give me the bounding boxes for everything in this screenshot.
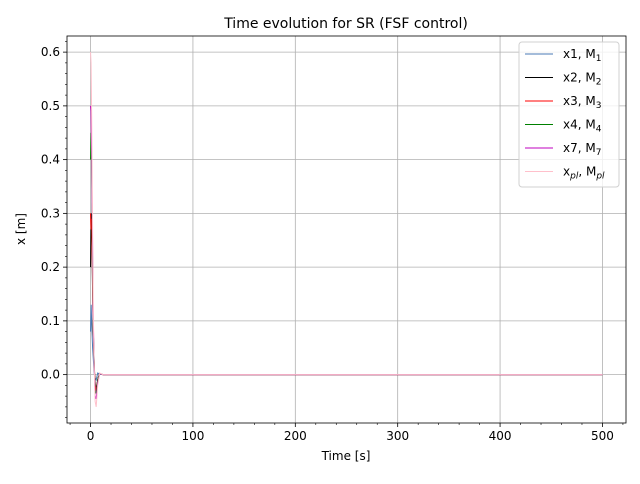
chart-title: Time evolution for SR (FSF control) — [223, 16, 468, 32]
x-tick-label: 300 — [386, 429, 409, 443]
y-tick-label: 0.2 — [41, 260, 60, 274]
x-tick-label: 100 — [181, 429, 204, 443]
plot-frame — [66, 35, 627, 424]
x-tick-label: 200 — [284, 429, 307, 443]
y-axis-label: x [m] — [14, 213, 28, 245]
x-tick-label: 500 — [591, 429, 614, 443]
legend-label-x3: x3, M3 — [563, 94, 601, 111]
x-axis-label: Time [s] — [321, 449, 371, 463]
y-tick-label: 0.4 — [41, 153, 60, 167]
x-tick-label: 0 — [87, 429, 95, 443]
y-tick-label: 0.0 — [41, 368, 60, 382]
series-line-xpl — [90, 52, 603, 407]
y-tick-label: 0.1 — [41, 314, 60, 328]
y-tick-label: 0.5 — [41, 99, 60, 113]
series-line-x3 — [90, 213, 603, 391]
y-tick-label: 0.6 — [41, 45, 60, 59]
x-axis-ticks: 0 100 200 300 400 500 — [69, 423, 624, 443]
legend-label-x7: x7, M7 — [563, 141, 601, 158]
legend-label-xpl: xpl, Mpl — [563, 165, 605, 182]
legend-label-x2: x2, M2 — [563, 71, 601, 88]
y-axis-ticks: 0.0 0.1 0.2 0.3 0.4 0.5 0.6 — [41, 41, 67, 418]
legend-label-x4: x4, M4 — [563, 118, 602, 135]
series-line-x2 — [90, 213, 603, 391]
legend-label-x1: x1, M1 — [563, 47, 601, 64]
x-tick-label: 400 — [489, 429, 512, 443]
legend-box — [518, 41, 620, 188]
y-tick-label: 0.3 — [41, 206, 60, 220]
series-lines — [90, 52, 603, 407]
legend: x1, M1 x2, M2 x3, M3 x4, M4 x7, M7 xpl, Mpl — [518, 41, 620, 188]
series-line-x1 — [90, 304, 603, 382]
